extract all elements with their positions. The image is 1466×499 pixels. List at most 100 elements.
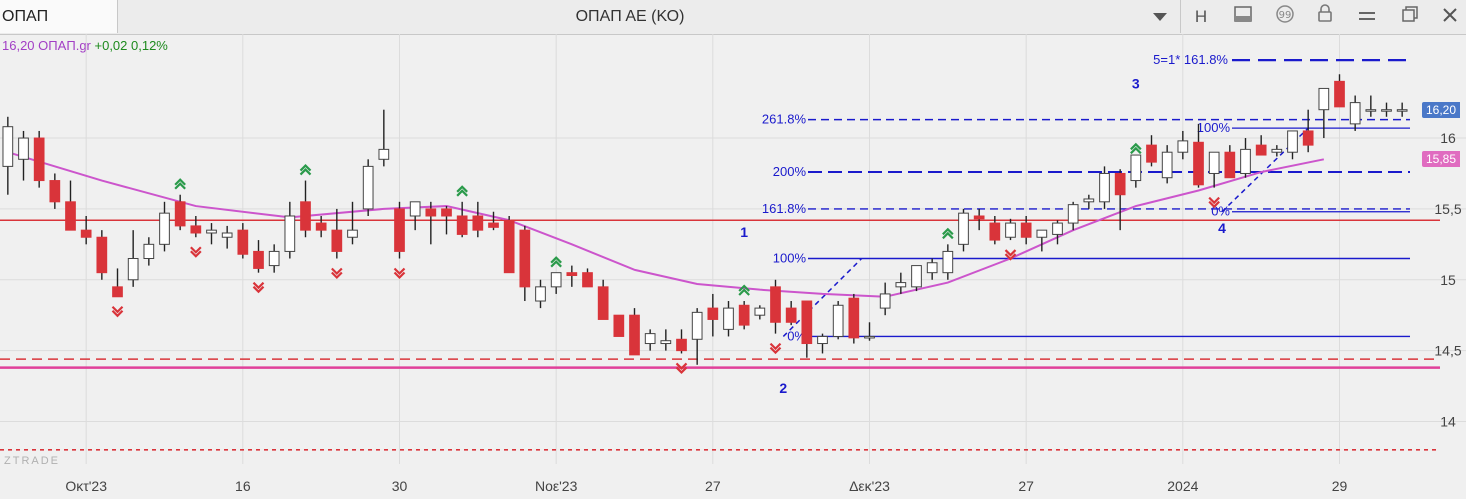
up-arrow-icon-0 — [174, 178, 186, 190]
candle-body-80 — [1255, 144, 1267, 156]
down-arrow-icon-4 — [393, 267, 406, 280]
candle-body-46 — [723, 307, 734, 330]
candle-body-53 — [832, 304, 844, 337]
down-arrow-icon-7 — [1004, 249, 1017, 261]
lock-icon[interactable] — [1310, 4, 1340, 30]
candle-body-81 — [1271, 148, 1283, 153]
down-arrow-icon-6 — [769, 342, 782, 355]
candle-body-23 — [362, 165, 374, 210]
candle-body-30 — [472, 215, 484, 231]
x-tick-label-0: Οκτ'23 — [65, 478, 107, 494]
candle-body-26 — [409, 201, 421, 217]
wave-labels: 1 2 3 4 — [740, 75, 1226, 396]
candle-body-71 — [1114, 172, 1126, 196]
y-tick-label-4: 16 — [1440, 130, 1456, 146]
axes: Οκτ'23 16 30 Νοε'23 27 Δεκ'23 27 2024 291414,515… — [65, 130, 1462, 494]
watermark: ZTRADE — [4, 455, 60, 467]
candle-body-9 — [143, 243, 155, 260]
candle-body-7 — [112, 286, 123, 298]
fib1-label-3: 200% — [773, 164, 807, 179]
x-tick-label-3: Νοε'23 — [535, 478, 578, 494]
candle-body-76 — [1193, 141, 1204, 186]
separator — [1180, 0, 1181, 33]
candle-body-28 — [441, 208, 452, 217]
fibonacci-levels: 0%100%161.8%200%261.8%0%100%5=1* 161.8% — [762, 52, 1410, 343]
fib2-label-0: 0% — [1211, 204, 1230, 219]
candle-body-15 — [237, 229, 249, 255]
candle-body-63 — [989, 222, 1001, 241]
candle-body-36 — [566, 272, 578, 277]
grid — [0, 34, 1466, 464]
top-toolbar: ΟΠΑΠ ΟΠΑΠ ΑΕ (ΚΟ) H 99 — [0, 0, 1466, 35]
candle-body-44 — [691, 311, 703, 340]
candle-body-68 — [1067, 204, 1079, 224]
candle-body-3 — [49, 180, 61, 203]
candle-body-65 — [1020, 222, 1032, 238]
wave-label-1: 2 — [779, 380, 787, 396]
price-chart[interactable]: 0%100%161.8%200%261.8%0%100%5=1* 161.8% … — [0, 34, 1466, 499]
x-tick-label-4: 27 — [705, 478, 721, 494]
symbol-input[interactable]: ΟΠΑΠ — [0, 0, 118, 33]
candle-body-86 — [1349, 102, 1361, 125]
candle-body-61 — [958, 212, 969, 245]
candle-body-55 — [864, 335, 875, 339]
candle-body-25 — [394, 208, 405, 252]
candle-body-22 — [347, 229, 358, 238]
candle-body-77 — [1208, 151, 1220, 174]
candle-body-89 — [1396, 109, 1408, 112]
candle-body-60 — [942, 250, 954, 274]
quote-icon[interactable]: 99 — [1270, 4, 1300, 30]
y-tick-label-0: 14 — [1440, 413, 1456, 429]
candle-body-41 — [644, 333, 656, 345]
ma-line — [7, 151, 1325, 298]
candle-body-17 — [268, 250, 280, 267]
candle-body-45 — [707, 307, 719, 320]
chevron-down-icon[interactable] — [1145, 4, 1175, 30]
candle-body-18 — [284, 215, 296, 252]
candle-body-27 — [425, 208, 437, 217]
minimize-icon[interactable] — [1352, 4, 1382, 30]
candle-body-52 — [817, 335, 828, 345]
quote-price: 16,20 ΟΠΑΠ.gr — [2, 38, 91, 53]
candle-body-34 — [535, 286, 546, 302]
x-tick-label-1: 16 — [235, 478, 251, 494]
candle-body-6 — [96, 236, 108, 274]
down-arrow-icon-5 — [675, 362, 688, 375]
candle-body-79 — [1240, 148, 1251, 174]
wave-label-2: 3 — [1132, 75, 1140, 91]
candle-body-31 — [488, 222, 499, 228]
candle-body-51 — [801, 300, 813, 345]
candle-body-59 — [926, 262, 938, 274]
panel-icon[interactable] — [1228, 4, 1258, 30]
candle-body-29 — [456, 215, 468, 235]
candle-body-5 — [80, 229, 92, 238]
candle-body-74 — [1161, 151, 1173, 179]
candle-body-8 — [127, 258, 139, 281]
x-tick-label-2: 30 — [392, 478, 408, 494]
candle-body-73 — [1146, 144, 1157, 163]
candle-body-78 — [1224, 151, 1236, 179]
candle-body-43 — [676, 338, 687, 352]
candle-body-42 — [660, 340, 672, 345]
candle-body-1 — [18, 137, 29, 160]
down-arrow-icon-1 — [190, 246, 202, 258]
candle-body-88 — [1381, 109, 1392, 112]
restore-icon[interactable] — [1395, 4, 1425, 30]
x-tick-label-8: 29 — [1332, 478, 1348, 494]
candle-body-20 — [315, 222, 327, 231]
candle-body-10 — [159, 212, 170, 245]
svg-text:99: 99 — [1279, 10, 1292, 21]
ma-price-tag: 15,85 — [1422, 151, 1461, 168]
candle-body-24 — [378, 148, 390, 160]
candle-body-72 — [1130, 154, 1142, 182]
candle-body-70 — [1099, 172, 1110, 203]
candle-body-85 — [1334, 80, 1345, 108]
up-arrow-icon-4 — [738, 284, 750, 296]
close-icon[interactable] — [1435, 4, 1465, 30]
signal-markers — [111, 142, 1220, 375]
fib1-trend — [782, 257, 863, 337]
x-tick-label-6: 27 — [1018, 478, 1034, 494]
h-icon[interactable]: H — [1194, 7, 1208, 26]
candle-body-13 — [206, 229, 217, 234]
candle-body-33 — [519, 229, 531, 288]
